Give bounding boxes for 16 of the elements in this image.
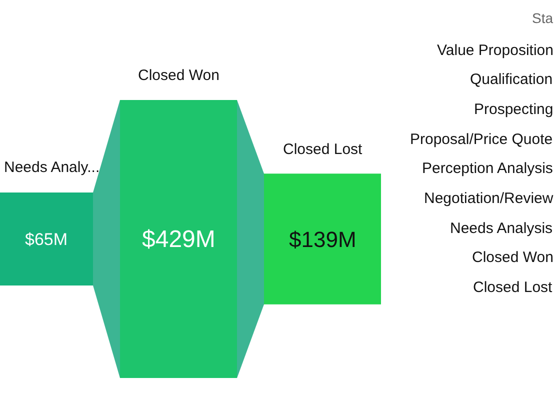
data-label: $65M <box>25 230 68 249</box>
category-label: Needs Analy... <box>4 159 100 176</box>
category-label: Closed Lost <box>283 141 364 158</box>
data-label: $429M <box>142 226 216 253</box>
category-label: Closed Won <box>138 67 220 84</box>
text: Qualification <box>470 71 553 88</box>
text: Negotiation/Review <box>424 190 554 207</box>
text: Prospecting <box>474 101 554 118</box>
text: Closed Won <box>472 249 554 266</box>
text: Value Proposition <box>437 42 554 59</box>
text: Closed Lost <box>473 279 554 296</box>
text: Perception Analysis <box>422 160 553 177</box>
legend-title: Sta <box>532 10 554 26</box>
text: Proposal/Price Quote <box>410 131 553 148</box>
text: Needs Analysis <box>450 220 553 237</box>
data-label: $139M <box>289 227 356 252</box>
